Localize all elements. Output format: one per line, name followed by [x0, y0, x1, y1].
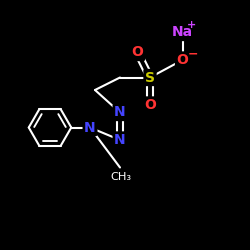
Text: O: O [132, 46, 143, 60]
Text: N: N [114, 106, 126, 120]
Text: Na: Na [172, 26, 193, 40]
Text: −: − [188, 48, 198, 61]
Text: N: N [114, 133, 126, 147]
Text: CH₃: CH₃ [111, 172, 132, 182]
Text: +: + [188, 20, 196, 30]
Text: S: S [145, 70, 155, 85]
Text: O: O [144, 98, 156, 112]
Text: O: O [176, 53, 188, 67]
Text: N: N [84, 120, 96, 134]
